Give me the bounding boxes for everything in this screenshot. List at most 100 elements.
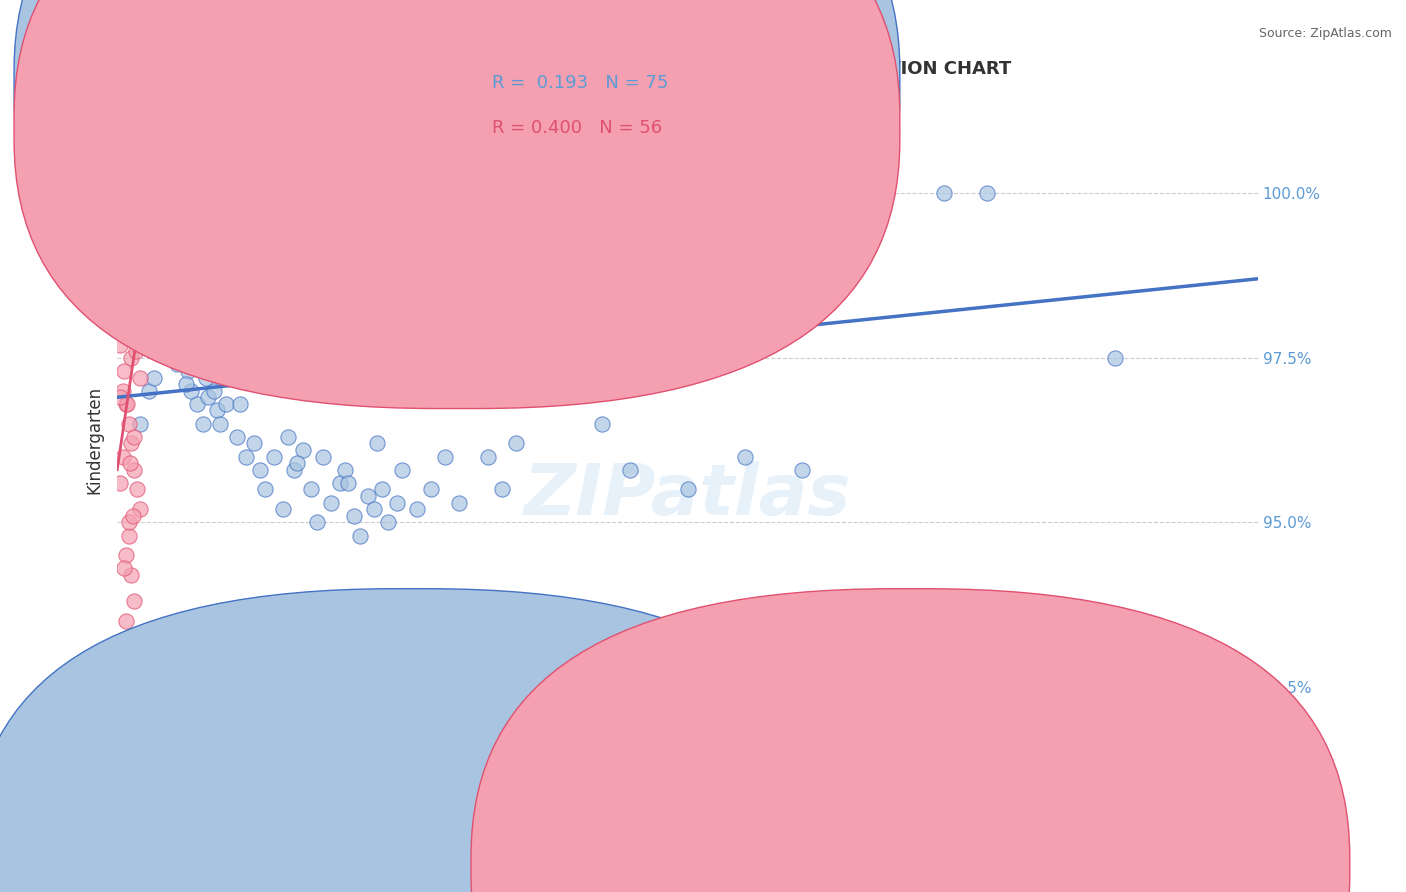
Point [129,370,152,384]
Point [976,186,998,201]
Point [114,614,136,628]
Point [299,483,322,497]
Point [124,186,146,201]
Point [111,450,134,464]
Point [319,495,342,509]
Point [337,475,360,490]
Point [122,508,145,523]
Point [108,390,131,404]
Point [166,357,188,371]
Point [129,186,152,201]
Point [591,417,613,431]
Point [129,502,152,516]
Point [343,508,366,523]
Point [419,483,441,497]
Point [208,417,231,431]
Point [790,463,813,477]
Point [127,265,149,279]
Point [124,594,146,608]
Point [114,549,136,563]
Point [676,483,699,497]
Point [169,331,191,345]
Point [186,397,208,411]
Point [385,495,408,509]
Point [115,397,138,411]
Point [311,450,333,464]
Point [163,344,186,359]
Text: Cypriots: Cypriots [924,858,988,872]
Point [138,186,160,201]
Point [112,199,135,213]
Point [329,475,352,490]
Point [263,450,285,464]
Point [934,186,956,201]
Point [180,384,202,398]
Point [1104,351,1126,365]
Point [214,397,236,411]
Point [111,384,134,398]
Point [149,298,172,312]
Point [434,450,457,464]
Point [366,436,388,450]
Point [117,516,139,530]
Point [132,186,155,201]
Point [157,351,180,365]
Point [226,430,249,444]
Point [534,364,557,378]
Point [141,186,163,201]
Point [143,186,166,201]
Point [122,278,145,293]
Point [191,417,214,431]
Point [117,186,139,201]
Point [146,304,169,318]
Point [129,417,152,431]
Point [112,561,135,575]
Point [285,456,308,470]
Text: ZIPatlas: ZIPatlas [524,461,851,530]
Point [138,384,160,398]
Point [505,436,527,450]
Text: IMMIGRANTS FROM WESTERN AFRICA VS CYPRIOT KINDERGARTEN CORRELATION CHART: IMMIGRANTS FROM WESTERN AFRICA VS CYPRIO… [117,60,1011,78]
Point [117,331,139,345]
Point [122,252,145,266]
Point [449,495,471,509]
Point [111,186,134,201]
Point [491,483,513,497]
Point [229,397,252,411]
Point [118,456,141,470]
Point [335,463,357,477]
Point [135,186,157,201]
Point [117,417,139,431]
Point [120,436,142,450]
Point [127,483,149,497]
Point [127,186,149,201]
Point [305,516,328,530]
Point [235,450,257,464]
Point [114,304,136,318]
Point [219,351,242,365]
Point [562,384,585,398]
Point [117,186,139,201]
Point [283,463,305,477]
Point [349,528,371,542]
Point [118,219,141,233]
Point [125,265,148,279]
Text: Immigrants from Western Africa: Immigrants from Western Africa [468,858,713,872]
Point [120,186,142,201]
Point [371,483,394,497]
Point [135,298,157,312]
Point [377,516,399,530]
Point [243,436,266,450]
Point [619,463,641,477]
Point [115,219,138,233]
Text: Source: ZipAtlas.com: Source: ZipAtlas.com [1258,27,1392,40]
Point [117,528,139,542]
Point [114,397,136,411]
Point [197,390,219,404]
Point [110,245,132,260]
Point [112,364,135,378]
Point [357,489,380,503]
Point [124,186,146,201]
Point [254,483,277,497]
Point [363,502,385,516]
